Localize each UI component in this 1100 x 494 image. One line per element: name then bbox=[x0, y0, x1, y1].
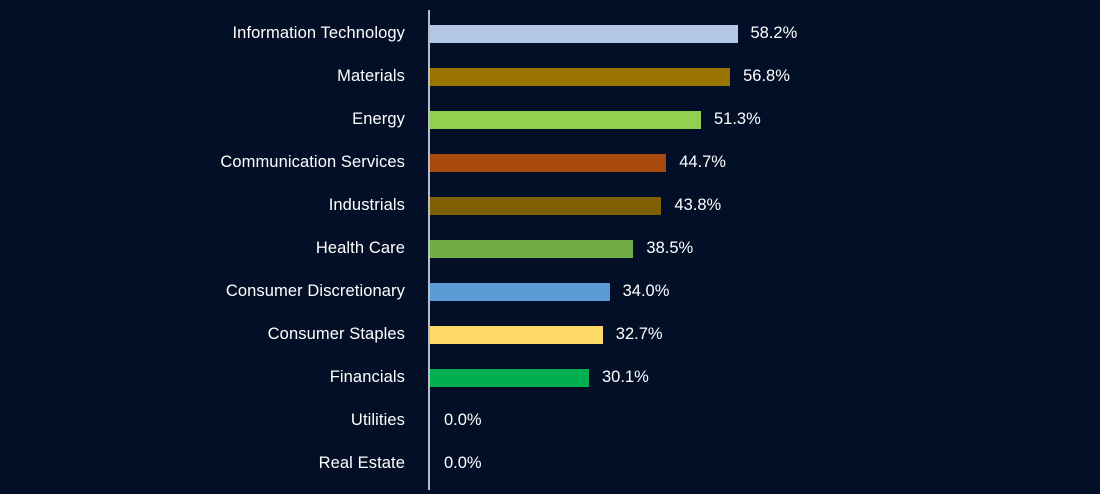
category-label: Energy bbox=[352, 110, 405, 128]
bar-area: 32.7% bbox=[430, 325, 663, 344]
category-label: Consumer Staples bbox=[267, 325, 405, 343]
bar bbox=[430, 110, 701, 129]
bar-area: 34.0% bbox=[430, 282, 669, 301]
chart-row: Materials 56.8% bbox=[0, 55, 1100, 98]
value-label: 56.8% bbox=[743, 67, 790, 85]
category-label: Financials bbox=[329, 368, 405, 386]
value-label: 51.3% bbox=[714, 110, 761, 128]
category-label: Communication Services bbox=[220, 153, 405, 171]
value-label: 58.2% bbox=[750, 24, 798, 42]
value-label: 43.8% bbox=[674, 196, 722, 214]
bar bbox=[430, 67, 731, 86]
bar-area: 0.0% bbox=[430, 454, 482, 473]
chart-row: Consumer Discretionary 34.0% bbox=[0, 270, 1100, 313]
chart-rows: Information Technology 58.2% Materials 56.8… bbox=[0, 12, 1100, 485]
bar bbox=[430, 24, 738, 43]
value-label: 0.0% bbox=[444, 411, 482, 429]
bar bbox=[430, 153, 667, 172]
chart-row: Industrials 43.8% bbox=[0, 184, 1100, 227]
value-label: 0.0% bbox=[444, 454, 482, 472]
bar-area: 0.0% bbox=[430, 411, 482, 430]
category-label: Industrials bbox=[328, 196, 405, 214]
chart-row: Health Care 38.5% bbox=[0, 227, 1100, 270]
value-label: 30.1% bbox=[602, 368, 649, 386]
bar-area: 58.2% bbox=[430, 24, 797, 43]
bar-area: 38.5% bbox=[430, 239, 693, 258]
chart-row: Consumer Staples 32.7% bbox=[0, 313, 1100, 356]
bar-area: 51.3% bbox=[430, 110, 761, 129]
chart-row: Information Technology 58.2% bbox=[0, 12, 1100, 55]
chart-row: Financials 30.1% bbox=[0, 356, 1100, 399]
bar bbox=[430, 325, 603, 344]
bar-area: 44.7% bbox=[430, 153, 726, 172]
category-label: Real Estate bbox=[318, 454, 405, 472]
category-axis-line bbox=[428, 10, 430, 490]
chart-row: Energy 51.3% bbox=[0, 98, 1100, 141]
bar bbox=[430, 368, 589, 387]
bar bbox=[430, 239, 634, 258]
value-label: 32.7% bbox=[615, 325, 663, 343]
category-label: Utilities bbox=[350, 411, 405, 429]
value-label: 44.7% bbox=[679, 153, 726, 171]
category-label: Materials bbox=[337, 67, 405, 85]
chart-row: Communication Services 44.7% bbox=[0, 141, 1100, 184]
category-label: Health Care bbox=[315, 239, 405, 257]
bar-area: 56.8% bbox=[430, 67, 790, 86]
value-label: 38.5% bbox=[646, 239, 694, 257]
chart-row: Real Estate 0.0% bbox=[0, 442, 1100, 485]
category-label: Consumer Discretionary bbox=[225, 282, 405, 300]
bar-area: 43.8% bbox=[430, 196, 721, 215]
bar-area: 30.1% bbox=[430, 368, 649, 387]
value-label: 34.0% bbox=[622, 282, 670, 300]
bar bbox=[430, 196, 662, 215]
category-label: Information Technology bbox=[232, 24, 405, 42]
bar bbox=[430, 282, 610, 301]
chart-row: Utilities 0.0% bbox=[0, 399, 1100, 442]
